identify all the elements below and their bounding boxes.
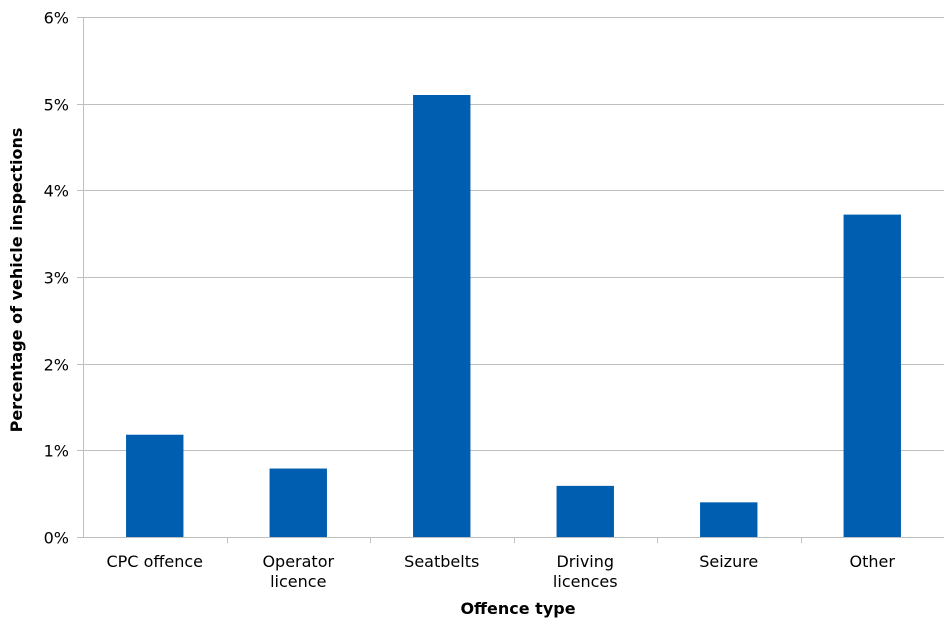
x-tick-label: Driving licences (553, 552, 618, 591)
bars (126, 95, 901, 537)
bar (700, 502, 757, 537)
bar (844, 215, 901, 537)
y-tick-label: 1% (44, 442, 69, 461)
y-tick-label: 0% (44, 529, 69, 548)
x-tick-label: Other (850, 552, 896, 571)
bar (557, 486, 614, 537)
bar (413, 95, 470, 537)
y-tick-label: 3% (44, 269, 69, 288)
axes (77, 17, 944, 543)
bar (270, 469, 327, 537)
y-tick-label: 2% (44, 356, 69, 375)
bar (126, 435, 183, 537)
gridlines (83, 18, 944, 451)
y-axis-title: Percentage of vehicle inspections (7, 128, 26, 433)
x-tick-label: Seizure (699, 552, 758, 571)
x-axis-title: Offence type (460, 599, 575, 618)
y-tick-label: 6% (44, 9, 69, 28)
x-tick-label: CPC offence (106, 552, 203, 571)
y-tick-label: 5% (44, 96, 69, 115)
y-tick-label: 4% (44, 182, 69, 201)
x-tick-label: Operator licence (262, 552, 334, 591)
x-tick-label: Seatbelts (404, 552, 479, 571)
